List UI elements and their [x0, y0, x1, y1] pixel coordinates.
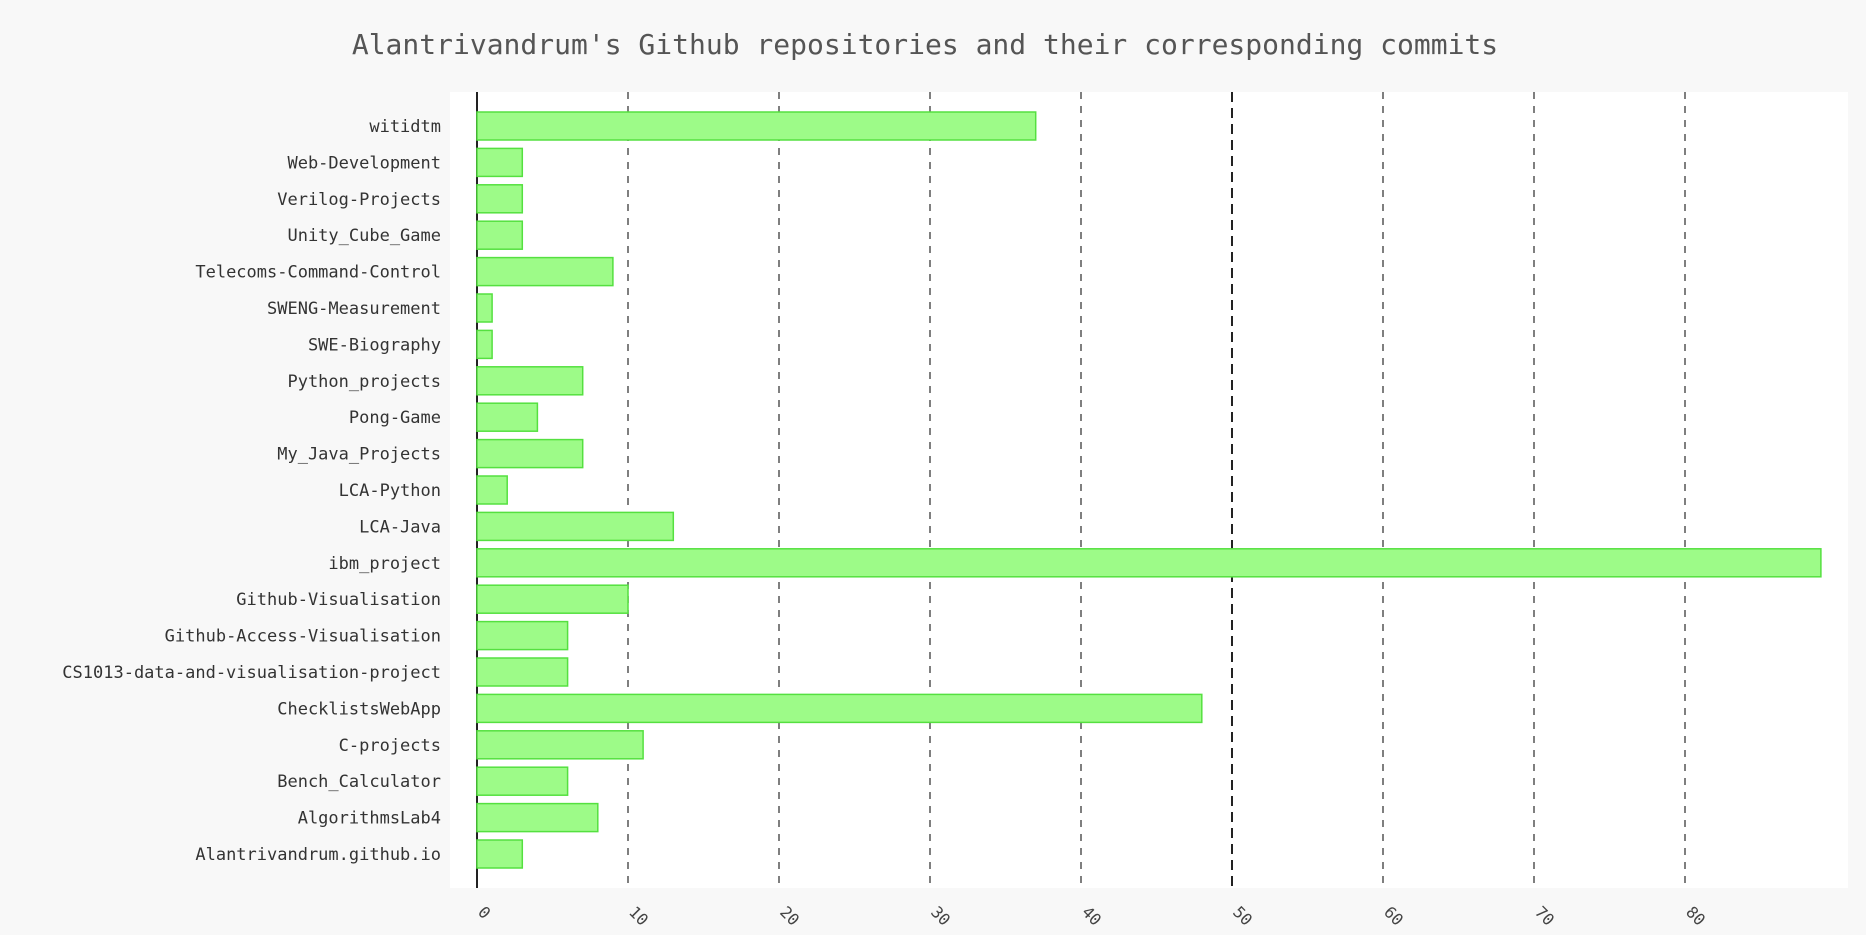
x-tick-label-10: 10 — [625, 902, 652, 929]
category-label-Bench_Calculator: Bench_Calculator — [277, 772, 441, 792]
bar-My_Java_Projects — [476, 438, 584, 469]
bar-Github-Visualisation — [476, 584, 629, 614]
bar-Telecoms-Command-Control — [476, 256, 614, 287]
bar-SWENG-Measurement — [476, 293, 493, 323]
x-tick-label-40: 40 — [1078, 902, 1105, 929]
category-label-Github-Visualisation: Github-Visualisation — [236, 590, 441, 610]
bar-SWE-Biography — [476, 329, 493, 360]
x-tick-label-80: 80 — [1682, 902, 1709, 929]
category-label-Telecoms-Command-Control: Telecoms-Command-Control — [195, 263, 441, 283]
category-label-C-projects: C-projects — [339, 736, 441, 756]
category-label-LCA-Java: LCA-Java — [359, 517, 441, 537]
x-tick-labels: 0 10 20 30 40 50 60 70 80 — [474, 902, 1709, 929]
bar-LCA-Java — [476, 511, 675, 542]
category-label-Verilog-Projects: Verilog-Projects — [277, 190, 441, 210]
category-label-witidtm: witidtm — [369, 117, 441, 137]
category-label-CS1013-data-and-visualisation-project: CS1013-data-and-visualisation-project — [62, 663, 441, 683]
bar-Web-Development — [476, 147, 524, 178]
category-label-Alantrivandrum.github.io: Alantrivandrum.github.io — [195, 845, 441, 865]
bar-Verilog-Projects — [476, 184, 524, 214]
x-tick-label-60: 60 — [1380, 902, 1407, 929]
category-label-LCA-Python: LCA-Python — [339, 481, 441, 501]
category-label-ibm_project: ibm_project — [328, 554, 441, 574]
category-label-Web-Development: Web-Development — [287, 153, 441, 173]
bar-CS1013-data-and-visualisation-project — [476, 657, 569, 687]
x-tick-label-0: 0 — [474, 902, 494, 922]
bar-C-projects — [476, 730, 644, 760]
bar-witidtm — [476, 111, 1037, 141]
bar-LCA-Python — [476, 475, 508, 505]
x-tick-label-30: 30 — [927, 902, 954, 929]
bar-Python_projects — [476, 366, 584, 396]
category-label-Unity_Cube_Game: Unity_Cube_Game — [287, 226, 441, 246]
category-label-ChecklistsWebApp: ChecklistsWebApp — [277, 699, 441, 719]
category-label-SWENG-Measurement: SWENG-Measurement — [267, 299, 441, 319]
category-label-AlgorithmsLab4: AlgorithmsLab4 — [298, 809, 441, 829]
bars — [476, 111, 1822, 869]
category-labels: witidtm Web-Development Verilog-Projects Un… — [62, 117, 441, 865]
bar-Pong-Game — [476, 402, 539, 432]
bar-Unity_Cube_Game — [476, 220, 524, 250]
bar-AlgorithmsLab4 — [476, 802, 599, 833]
category-label-Pong-Game: Pong-Game — [349, 408, 441, 428]
x-tick-label-50: 50 — [1229, 902, 1256, 929]
x-tick-label-20: 20 — [776, 902, 803, 929]
bar-Alantrivandrum.github.io — [476, 839, 524, 869]
category-label-My_Java_Projects: My_Java_Projects — [277, 445, 441, 465]
category-label-Python_projects: Python_projects — [287, 372, 441, 392]
chart-title: Alantrivandrum's Github repositories and… — [352, 28, 1498, 61]
x-tick-label-70: 70 — [1531, 902, 1558, 929]
bar-ibm_project — [476, 548, 1822, 578]
category-label-SWE-Biography: SWE-Biography — [308, 335, 441, 355]
bar-Bench_Calculator — [476, 766, 569, 796]
bar-Github-Access-Visualisation — [476, 620, 569, 651]
bar-ChecklistsWebApp — [476, 693, 1203, 724]
plot-background — [450, 92, 1848, 888]
category-label-Github-Access-Visualisation: Github-Access-Visualisation — [165, 627, 441, 647]
